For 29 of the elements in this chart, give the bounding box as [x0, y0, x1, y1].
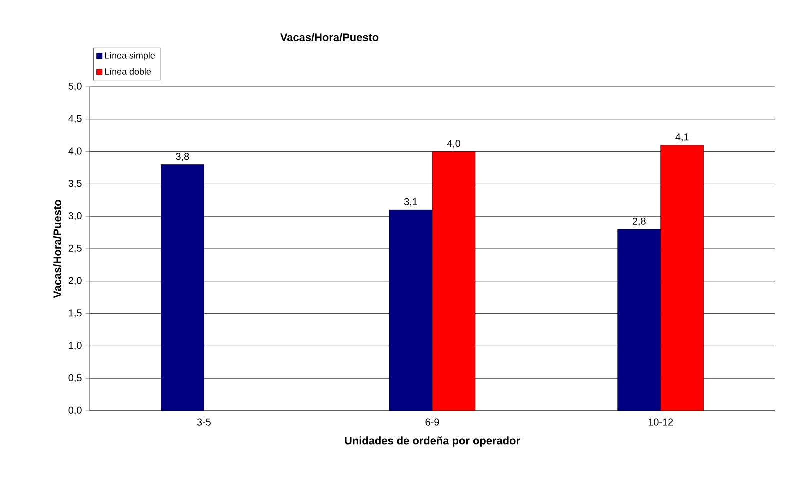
y-tick-label: 1,5 — [69, 310, 82, 318]
data-label: 2,8 — [632, 218, 646, 226]
y-tick-label: 4,5 — [68, 115, 82, 124]
y-tick-label: 3,0 — [68, 212, 82, 221]
y-tick-label: 2,0 — [68, 277, 82, 286]
data-label: 3,8 — [176, 153, 190, 162]
y-axis-title: Vacas/Hora/Puesto — [53, 200, 62, 298]
data-label: 3,1 — [404, 198, 418, 207]
y-tick-label: 4,0 — [68, 148, 82, 156]
bar — [660, 145, 704, 411]
bar — [618, 229, 661, 411]
bar — [389, 210, 433, 411]
y-tick-label: 1,0 — [69, 342, 82, 350]
data-label: 4,0 — [447, 140, 461, 148]
legend-label: Línea doble — [105, 68, 152, 75]
x-tick-label: 3-5 — [197, 418, 211, 426]
data-label: 4,1 — [676, 134, 689, 142]
x-tick-label: 6-9 — [426, 418, 440, 426]
x-axis-title: Unidades de ordeña por operador — [345, 436, 520, 447]
y-tick-label: 0,0 — [68, 406, 82, 416]
y-tick-label: 2,5 — [68, 244, 82, 254]
y-tick-label: 3,5 — [68, 180, 82, 188]
x-tick-label: 10-12 — [648, 418, 674, 426]
y-tick-label: 0,5 — [68, 374, 82, 383]
y-tick-label: 5,0 — [68, 82, 82, 92]
bar — [161, 164, 204, 411]
legend-label: Línea simple — [105, 52, 156, 61]
bar — [432, 152, 476, 411]
chart-title: Vacas/Hora/Puesto — [280, 33, 379, 42]
